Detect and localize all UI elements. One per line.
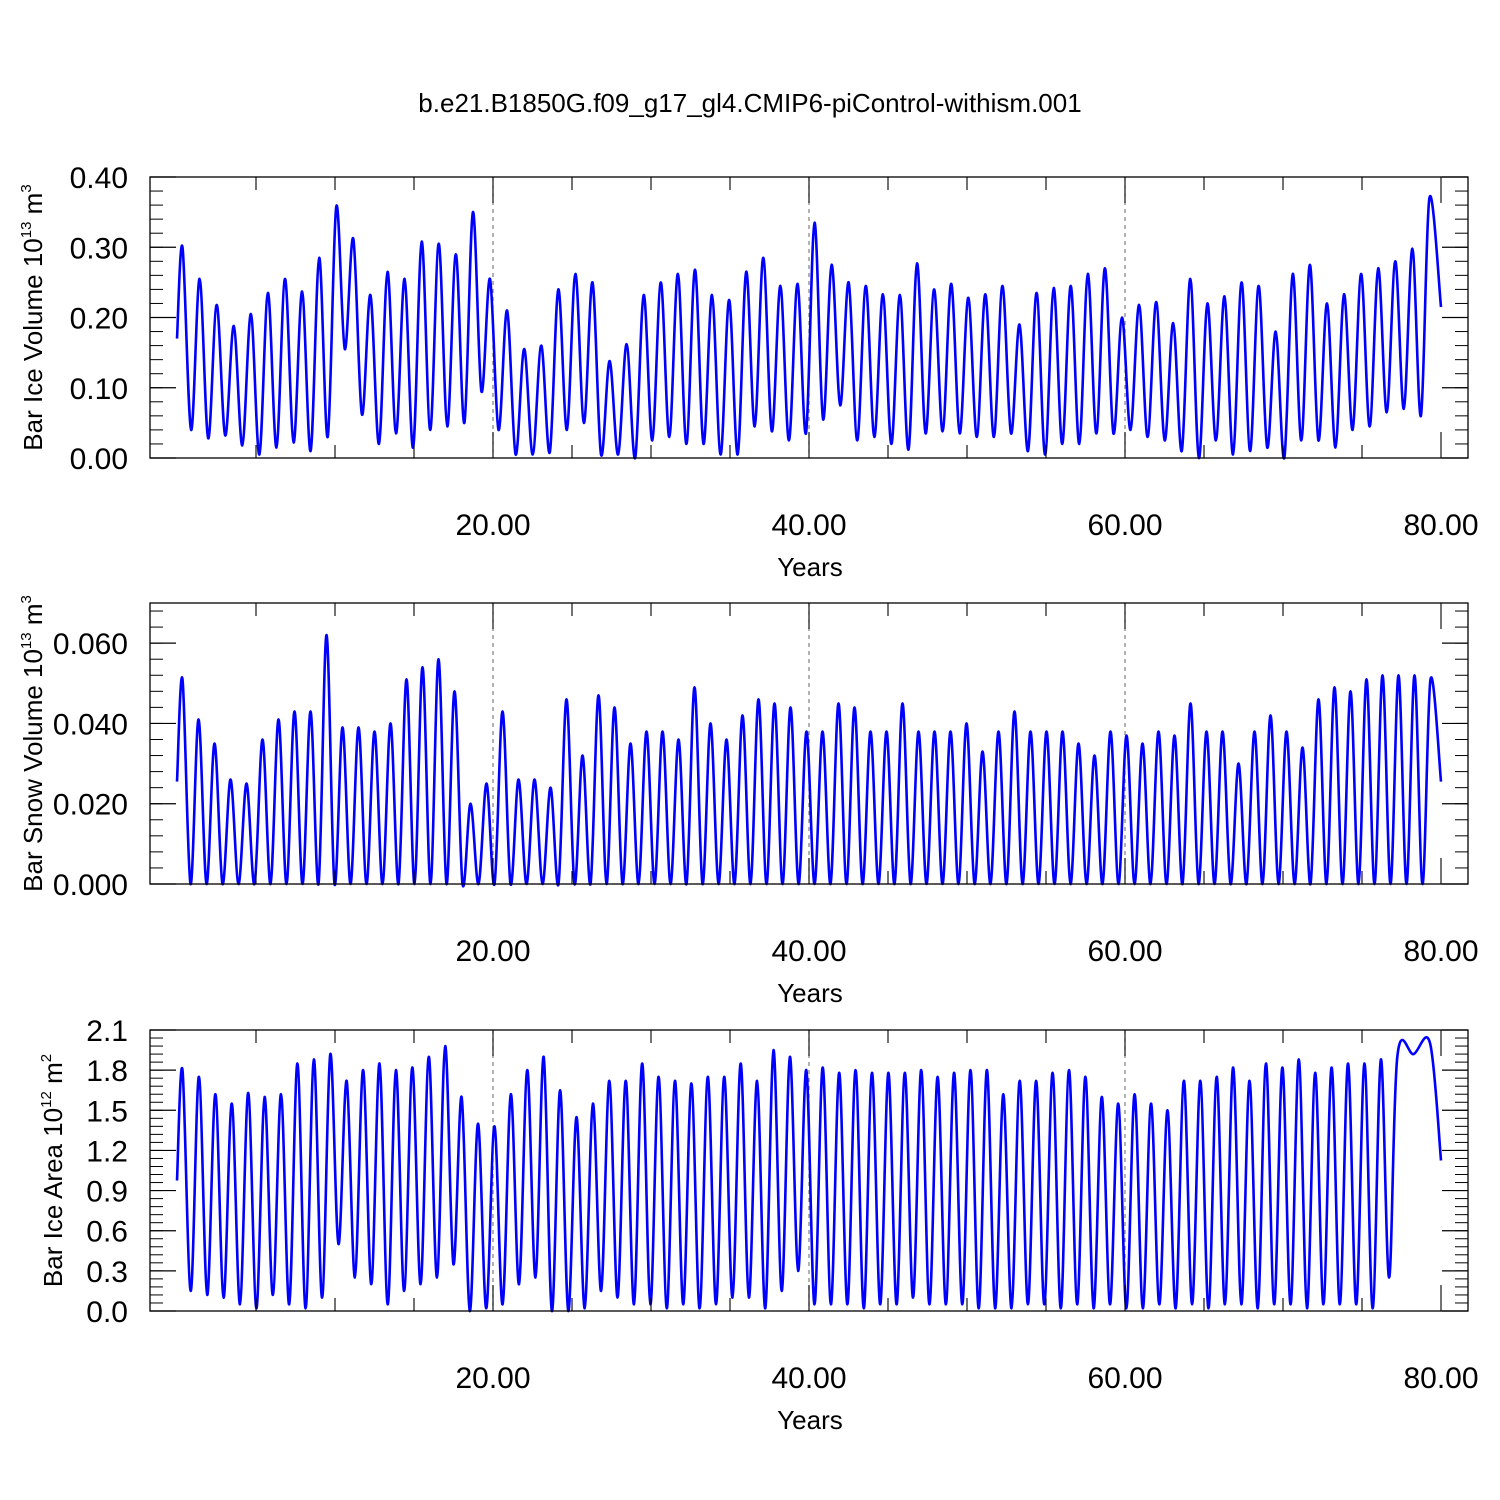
y-tick-label: 0.3: [86, 1256, 128, 1289]
x-tick-label: 80.00: [1403, 509, 1478, 542]
y-tick-label: 0.060: [53, 628, 128, 661]
y-axis-label-unit: m: [18, 603, 48, 632]
series-line: [175, 633, 1443, 888]
x-axis-label: Years: [777, 1405, 843, 1435]
y-axis-label-unit-exp: 2: [38, 1054, 55, 1062]
panel-ice-volume: 0.00 0.10 0.20 0.30 0.40 20.00 40.00 60.00 80.00…: [18, 162, 1479, 582]
panel-snow-volume: 0.000 0.020 0.040 0.060 20.00 40.00 60.00 80.00…: [18, 595, 1479, 1008]
y-axis-label-name: Bar Snow Volume 10: [18, 649, 48, 892]
y-axis-label: Bar Ice Volume 1013 m3: [18, 184, 48, 450]
y-tick-label: 0.9: [86, 1176, 128, 1209]
x-tick-label: 20.00: [455, 935, 530, 968]
y-axis-label-exp: 13: [18, 222, 35, 239]
y-tick-label: 1.8: [86, 1055, 128, 1088]
y-tick-label: 0.040: [53, 708, 128, 741]
y-axis-label-name: Bar Ice Volume 10: [18, 238, 48, 450]
y-tick-label: 0.40: [70, 162, 128, 195]
x-tick-label: 20.00: [455, 509, 530, 542]
y-tick-label: 0.020: [53, 789, 128, 822]
y-tick-label: 0.30: [70, 232, 128, 265]
y-axis-label: Bar Ice Area 1012 m2: [38, 1054, 68, 1287]
y-axis-label-name: Bar Ice Area 10: [38, 1108, 68, 1287]
y-tick-label: 0.00: [70, 443, 128, 476]
panel-ice-area: 0.0 0.3 0.6 0.9 1.2 1.5 1.8 2.1 20.00 40.00 60.00 8…: [38, 1015, 1479, 1435]
x-tick-label: 20.00: [455, 1362, 530, 1395]
series-line: [175, 194, 1443, 460]
y-tick-label: 0.10: [70, 373, 128, 406]
y-axis-label-exp: 12: [38, 1091, 55, 1108]
x-tick-label: 60.00: [1087, 935, 1162, 968]
y-axis-label-unit-exp: 3: [18, 595, 35, 603]
x-tick-label: 40.00: [771, 935, 846, 968]
y-tick-label: 0.20: [70, 303, 128, 336]
series-line: [175, 1035, 1443, 1313]
y-axis-label: Bar Snow Volume 1013 m3: [18, 595, 48, 892]
x-axis-label: Years: [777, 978, 843, 1008]
y-tick-label: 1.2: [86, 1135, 128, 1168]
y-axis-label-unit: m: [38, 1062, 68, 1091]
x-axis-label: Years: [777, 552, 843, 582]
y-tick-label: 0.6: [86, 1216, 128, 1249]
x-tick-label: 40.00: [771, 509, 846, 542]
y-tick-label: 0.0: [86, 1296, 128, 1329]
y-tick-label: 0.000: [53, 869, 128, 902]
x-tick-label: 40.00: [771, 1362, 846, 1395]
plot-title: b.e21.B1850G.f09_g17_gl4.CMIP6-piControl…: [418, 88, 1081, 118]
y-tick-label: 1.5: [86, 1095, 128, 1128]
y-axis-label-unit: m: [18, 193, 48, 222]
x-tick-label: 80.00: [1403, 1362, 1478, 1395]
x-tick-label: 60.00: [1087, 1362, 1162, 1395]
x-tick-label: 80.00: [1403, 935, 1478, 968]
y-tick-label: 2.1: [86, 1015, 128, 1048]
x-tick-label: 60.00: [1087, 509, 1162, 542]
y-axis-label-exp: 13: [18, 632, 35, 649]
y-axis-label-unit-exp: 3: [18, 184, 35, 192]
